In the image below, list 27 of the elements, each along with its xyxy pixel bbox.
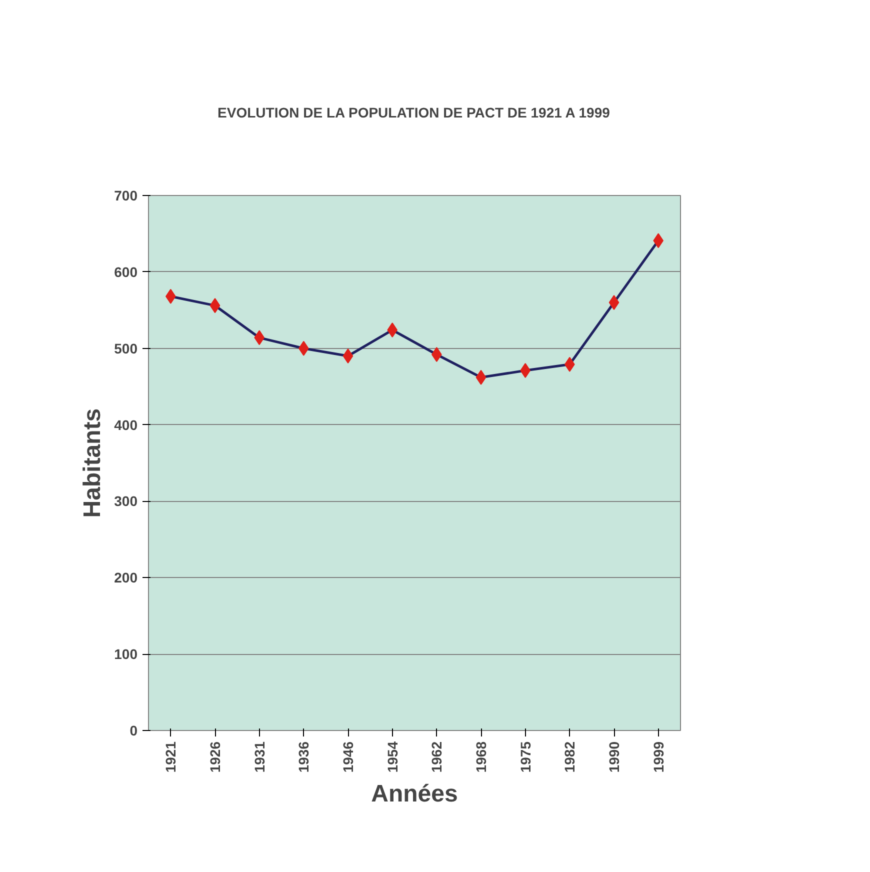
x-tick-label: 1968 — [473, 741, 489, 773]
point — [476, 370, 486, 385]
x-tick-label: 1954 — [384, 741, 400, 773]
y-tick-label: 0 — [130, 722, 138, 738]
y-tick-label: 700 — [114, 188, 138, 204]
point — [342, 348, 354, 364]
x-tick-label: 1921 — [162, 741, 179, 773]
y-tick-label: 600 — [114, 264, 138, 280]
x-tick-label: 1926 — [207, 741, 223, 773]
y-tick-label: 500 — [114, 340, 138, 356]
y-axis-title: Habitants — [79, 408, 106, 518]
y-tick-label: 100 — [114, 646, 138, 662]
x-tick-label: 1936 — [296, 741, 312, 773]
point — [210, 298, 220, 314]
x-tick-label: 1962 — [428, 741, 445, 773]
x-tick-label: 1946 — [340, 741, 356, 773]
x-tick-label: 1990 — [606, 741, 622, 773]
point — [608, 295, 620, 310]
x-tick-label: 1982 — [562, 741, 578, 773]
x-tick-label: 1999 — [650, 741, 666, 773]
y-tick-label: 200 — [114, 570, 138, 586]
x-tick-label: 1975 — [517, 741, 534, 773]
x-tick-label: 1931 — [251, 741, 268, 773]
y-tick-label: 400 — [114, 416, 138, 433]
y-tick-label: 300 — [114, 493, 138, 510]
x-axis-title: Années — [371, 780, 458, 808]
chart-title: EVOLUTION DE LA POPULATION DE PACT DE 1921 A 1999 — [218, 104, 610, 120]
